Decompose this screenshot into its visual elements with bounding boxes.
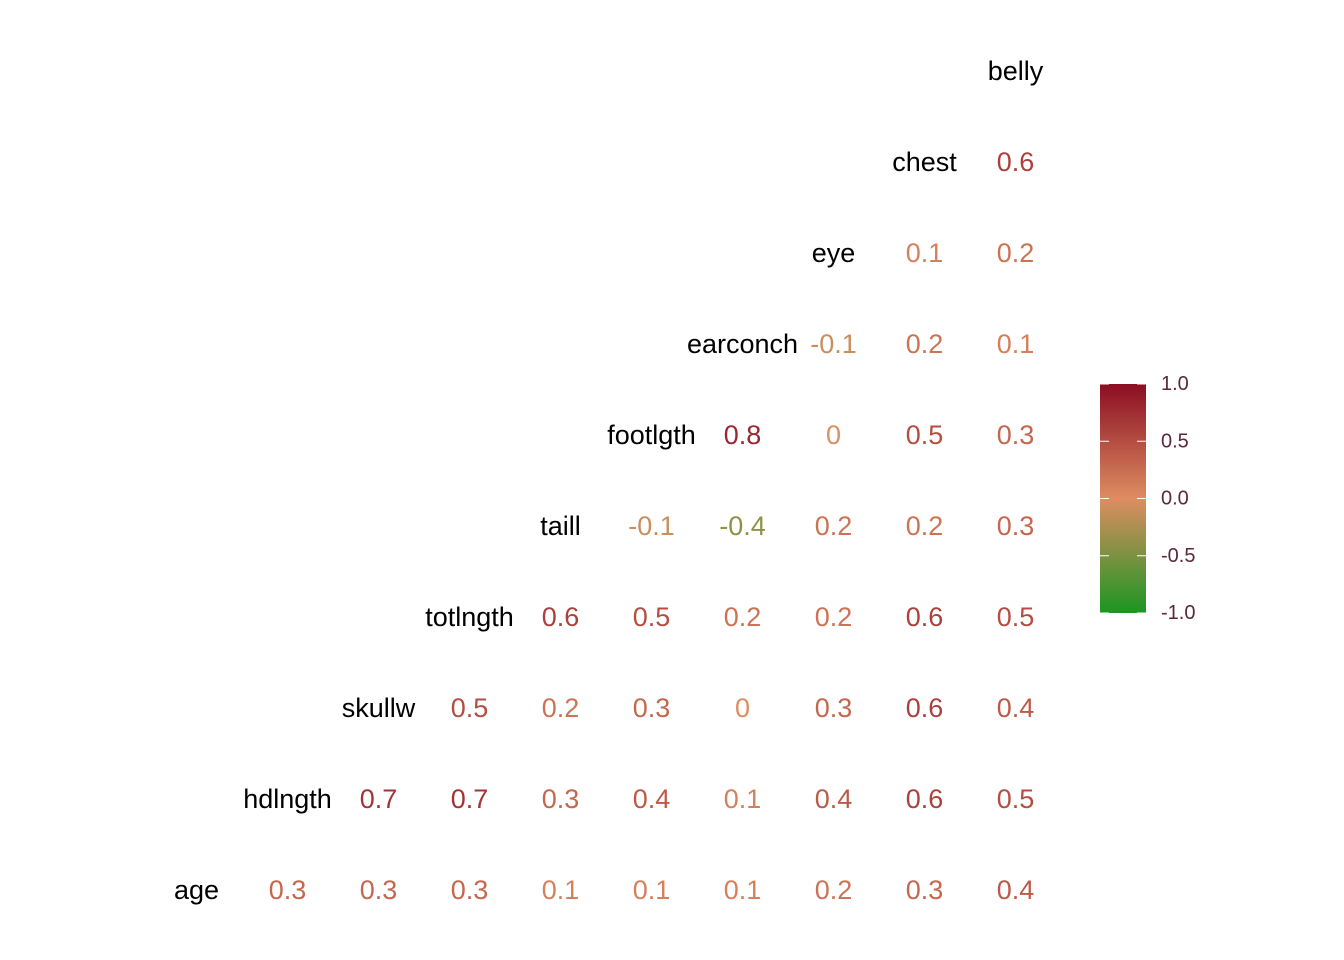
legend-ticks: 1.0 0.5 0.0 -0.5 -1.0	[1100, 373, 1195, 624]
var-label-age: age	[174, 875, 219, 905]
var-label-hdlngth: hdlngth	[243, 784, 332, 814]
cell-hdlngth-skullw: 0.7	[360, 784, 398, 814]
cell-totlngth-chest: 0.6	[906, 602, 944, 632]
cell-skullw-earconch: 0	[735, 693, 750, 723]
cell-skullw-totlngth: 0.5	[451, 693, 489, 723]
cell-hdlngth-earconch: 0.1	[724, 784, 762, 814]
cell-hdlngth-totlngth: 0.7	[451, 784, 489, 814]
cell-taill-footlgth: -0.1	[628, 511, 675, 541]
var-label-eye: eye	[812, 238, 856, 268]
cell-taill-chest: 0.2	[906, 511, 944, 541]
cell-skullw-chest: 0.6	[906, 693, 944, 723]
legend-tick-label: 1.0	[1161, 373, 1189, 395]
cell-taill-eye: 0.2	[815, 511, 853, 541]
cell-age-eye: 0.2	[815, 875, 853, 905]
correlation-values: 0.6 0.1 0.2 -0.1 0.2 0.1 0.8 0 0.5 0.3 -0.1 -0.4 0.2…	[269, 147, 1035, 905]
cell-age-hdlngth: 0.3	[269, 875, 307, 905]
cell-age-chest: 0.3	[906, 875, 944, 905]
legend-tick-label: 0.5	[1161, 430, 1189, 452]
cell-eye-chest: 0.1	[906, 238, 944, 268]
cell-skullw-footlgth: 0.3	[633, 693, 671, 723]
cell-totlngth-eye: 0.2	[815, 602, 853, 632]
var-label-belly: belly	[988, 56, 1044, 86]
var-label-taill: taill	[540, 511, 581, 541]
cell-eye-belly: 0.2	[997, 238, 1035, 268]
cell-earconch-chest: 0.2	[906, 329, 944, 359]
cell-totlngth-earconch: 0.2	[724, 602, 762, 632]
cell-footlgth-earconch: 0.8	[724, 420, 762, 450]
variable-labels: age hdlngth skullw totlngth taill footlgth ear…	[174, 56, 1044, 905]
var-label-skullw: skullw	[342, 693, 416, 723]
cell-age-footlgth: 0.1	[633, 875, 671, 905]
cell-earconch-eye: -0.1	[810, 329, 857, 359]
cell-footlgth-chest: 0.5	[906, 420, 944, 450]
cell-age-earconch: 0.1	[724, 875, 762, 905]
cell-age-taill: 0.1	[542, 875, 580, 905]
cell-skullw-eye: 0.3	[815, 693, 853, 723]
cell-taill-belly: 0.3	[997, 511, 1035, 541]
var-label-totlngth: totlngth	[425, 602, 514, 632]
color-legend: 1.0 0.5 0.0 -0.5 -1.0	[1100, 373, 1195, 624]
cell-hdlngth-chest: 0.6	[906, 784, 944, 814]
cell-earconch-belly: 0.1	[997, 329, 1035, 359]
var-label-earconch: earconch	[687, 329, 798, 359]
legend-tick-label: 0.0	[1161, 488, 1189, 510]
cell-hdlngth-belly: 0.5	[997, 784, 1035, 814]
var-label-chest: chest	[892, 147, 957, 177]
legend-tick-label: -1.0	[1161, 602, 1195, 624]
cell-totlngth-footlgth: 0.5	[633, 602, 671, 632]
var-label-footlgth: footlgth	[607, 420, 696, 450]
cell-age-totlngth: 0.3	[451, 875, 489, 905]
cell-totlngth-belly: 0.5	[997, 602, 1035, 632]
cell-age-belly: 0.4	[997, 875, 1035, 905]
cell-skullw-taill: 0.2	[542, 693, 580, 723]
cell-chest-belly: 0.6	[997, 147, 1035, 177]
cell-skullw-belly: 0.4	[997, 693, 1035, 723]
cell-hdlngth-eye: 0.4	[815, 784, 853, 814]
cell-footlgth-eye: 0	[826, 420, 841, 450]
cell-taill-earconch: -0.4	[719, 511, 766, 541]
cell-totlngth-taill: 0.6	[542, 602, 580, 632]
cell-hdlngth-taill: 0.3	[542, 784, 580, 814]
cell-hdlngth-footlgth: 0.4	[633, 784, 671, 814]
legend-tick-label: -0.5	[1161, 545, 1195, 567]
cell-footlgth-belly: 0.3	[997, 420, 1035, 450]
cell-age-skullw: 0.3	[360, 875, 398, 905]
